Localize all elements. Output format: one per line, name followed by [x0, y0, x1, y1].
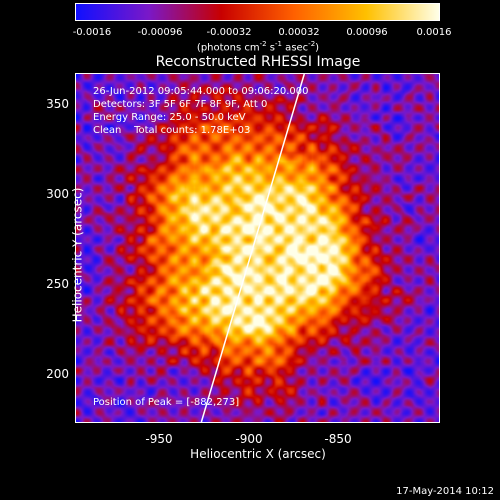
peak-position-label: Position of Peak = [-882,273]: [93, 397, 240, 408]
colorbar-tick-label: -0.0016: [72, 27, 112, 38]
plot-area: [75, 73, 440, 423]
x-tick-label: -850: [324, 432, 352, 446]
chart-title: Reconstructed RHESSI Image: [155, 54, 361, 70]
x-tick-label: -900: [235, 432, 263, 446]
colorbar: [75, 3, 440, 21]
footer-date: 17-May-2014 10:12: [396, 486, 494, 497]
heatmap-image: [76, 74, 439, 422]
y-axis-label: Heliocentric Y (arcsec): [70, 187, 85, 323]
colorbar-tick-label: 0.00096: [346, 27, 388, 38]
x-axis-label: Heliocentric X (arcsec): [190, 447, 326, 461]
y-tick-label: 350: [46, 97, 69, 111]
colorbar-unit: (photons cm-2 s-1 asec-2): [196, 40, 320, 54]
x-tick-label: -950: [145, 432, 173, 446]
y-tick-label: 250: [46, 277, 69, 291]
plot-overlay: [200, 74, 305, 422]
detectors-label: Detectors: 3F 5F 6F 7F 8F 9F, Att 0: [93, 99, 268, 110]
colorbar-tick-label: -0.00032: [206, 27, 252, 38]
colorbar-tick-label: 0.00032: [278, 27, 320, 38]
algorithm-label: Clean Total counts: 1.78E+03: [93, 125, 251, 136]
limb-line: [200, 74, 305, 422]
y-tick-label: 300: [46, 187, 69, 201]
y-tick-label: 200: [46, 367, 69, 381]
colorbar-tick-label: -0.00096: [137, 27, 183, 38]
energy-range-label: Energy Range: 25.0 - 50.0 keV: [93, 112, 246, 123]
time-range-label: 26-Jun-2012 09:05:44.000 to 09:06:20.000: [93, 86, 309, 97]
colorbar-tick-label: 0.0016: [416, 27, 452, 38]
